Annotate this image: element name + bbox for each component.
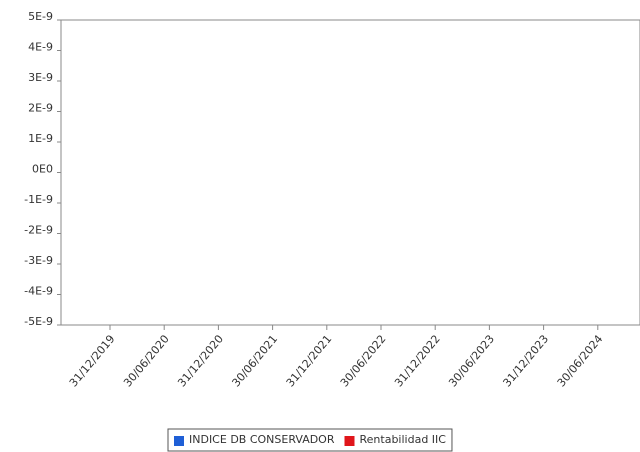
x-tick-label: 31/12/2021 [284, 333, 335, 390]
y-tick-label: -3E-9 [24, 254, 53, 267]
legend-label: Rentabilidad IIC [360, 433, 447, 446]
plot-area [60, 19, 640, 326]
y-tick-label: 2E-9 [28, 102, 53, 115]
y-tick-label: -4E-9 [24, 285, 53, 298]
y-tick-label: 3E-9 [28, 71, 53, 84]
y-tick-label: 4E-9 [28, 41, 53, 54]
x-tick-label: 30/06/2021 [229, 333, 280, 390]
x-tick-label: 31/12/2019 [67, 333, 118, 390]
y-tick-label: -1E-9 [24, 193, 53, 206]
x-tick-label: 30/06/2022 [338, 333, 389, 390]
y-tick-label: 5E-9 [28, 10, 53, 23]
x-tick-label: 31/12/2022 [392, 333, 443, 390]
y-tick-label: -5E-9 [24, 315, 53, 328]
legend-swatch [344, 436, 355, 446]
legend-label: INDICE DB CONSERVADOR [189, 433, 335, 446]
x-tick-label: 31/12/2023 [500, 333, 551, 390]
y-tick-label: -2E-9 [24, 224, 53, 237]
x-tick-label: 30/06/2020 [121, 333, 172, 390]
x-tick-label: 30/06/2023 [446, 333, 497, 390]
x-tick-label: 31/12/2020 [175, 333, 226, 390]
legend-swatch [174, 436, 184, 446]
legend: INDICE DB CONSERVADOR Rentabilidad IIC [167, 428, 453, 452]
y-tick-label: 0E0 [32, 163, 53, 176]
legend-box [167, 428, 453, 452]
y-tick-label: 1E-9 [28, 132, 53, 145]
x-tick-label: 30/06/2024 [555, 333, 606, 390]
